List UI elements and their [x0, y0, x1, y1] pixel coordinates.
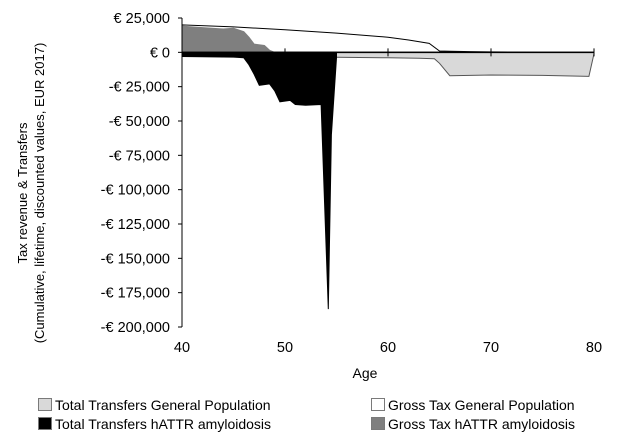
y-tick-label: € 0: [150, 45, 170, 61]
legend-swatch: [371, 417, 385, 430]
legend-item-total-transfers-general: Total Transfers General Population: [38, 396, 371, 413]
legend-swatch: [38, 398, 52, 411]
y-tick-label: -€ 175,000: [101, 286, 170, 302]
x-tick-label: 50: [277, 340, 293, 356]
y-axis-ticks: € 25,000 € 0 -€ 25,000 -€ 50,000 -€ 75,000 -€…: [101, 11, 182, 336]
chart-legend: Total Transfers General Population Gross…: [38, 396, 638, 432]
legend-label: Gross Tax General Population: [388, 396, 575, 413]
y-tick-label: -€ 100,000: [101, 183, 170, 199]
area-series-3: [181, 51, 337, 310]
y-tick-label: -€ 50,000: [109, 114, 170, 130]
legend-label: Gross Tax hATTR amyloidosis: [388, 415, 575, 432]
y-axis-title-line-1: Tax revenue & Transfers: [15, 122, 30, 263]
y-tick-label: -€ 150,000: [101, 251, 170, 267]
y-tick-label: € 25,000: [114, 11, 170, 27]
y-axis-title-line-2: (Cumulative, lifetime, discounted values…: [32, 43, 47, 344]
y-tick-label: -€ 125,000: [101, 217, 170, 233]
legend-label: Total Transfers General Population: [55, 396, 271, 413]
x-tick-label: 60: [380, 340, 396, 356]
y-tick-label: -€ 75,000: [109, 148, 170, 164]
legend-item-gross-tax-general: Gross Tax General Population: [371, 396, 638, 413]
legend-swatch: [371, 398, 385, 411]
x-axis-ticks: 40 50 60 70 80: [174, 48, 602, 356]
x-axis-title: Age: [353, 365, 378, 381]
x-tick-label: 40: [174, 340, 190, 356]
legend-label: Total Transfers hATTR amyloidosis: [55, 415, 272, 432]
legend-item-gross-tax-hattr: Gross Tax hATTR amyloidosis: [371, 415, 638, 432]
series-layer: [181, 24, 595, 310]
y-tick-label: -€ 25,000: [109, 80, 170, 96]
x-tick-label: 80: [586, 340, 602, 356]
x-tick-label: 70: [483, 340, 499, 356]
legend-swatch: [38, 417, 52, 430]
area-chart: 40 50 60 70 80 € 25,000 € 0 -€ 25,000 -€ 50,000…: [15, 11, 602, 381]
legend-item-total-transfers-hattr: Total Transfers hATTR amyloidosis: [38, 415, 371, 432]
y-tick-label: -€ 200,000: [101, 320, 170, 336]
